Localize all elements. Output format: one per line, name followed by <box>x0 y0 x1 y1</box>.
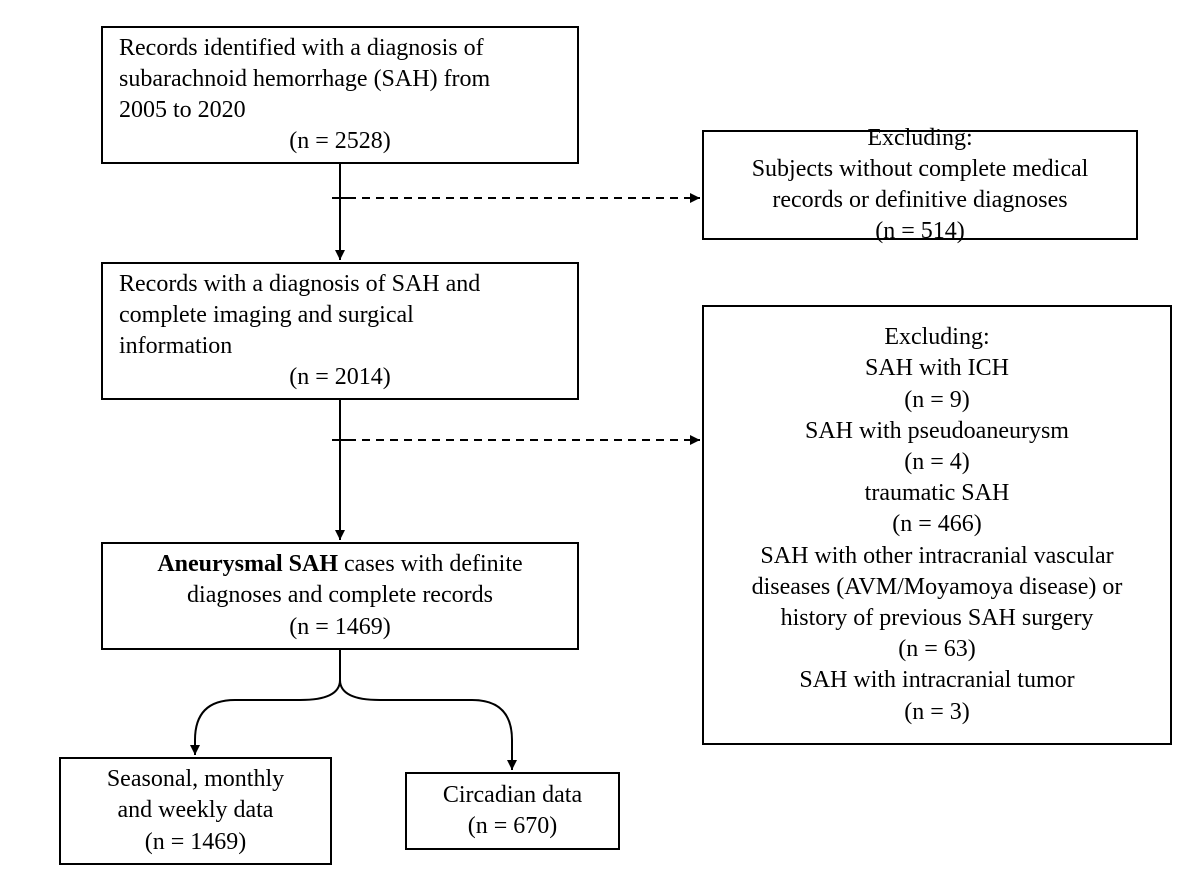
box-excluding-1: Excluding: Subjects without complete med… <box>702 130 1138 240</box>
line: Records with a diagnosis of SAH and <box>119 269 561 300</box>
line: (n = 670) <box>423 811 602 842</box>
line: SAH with ICH <box>714 353 1160 384</box>
line: (n = 3) <box>714 697 1160 728</box>
line: subarachnoid hemorrhage (SAH) from <box>119 64 561 95</box>
line: (n = 466) <box>714 509 1160 540</box>
box-records-identified: Records identified with a diagnosis of s… <box>101 26 579 164</box>
line: SAH with pseudoaneurysm <box>714 416 1160 447</box>
line: records or definitive diagnoses <box>716 185 1124 216</box>
line: history of previous SAH surgery <box>714 603 1160 634</box>
line: (n = 514) <box>716 216 1124 247</box>
line: (n = 1469) <box>77 827 314 858</box>
box-circadian-data: Circadian data (n = 670) <box>405 772 620 850</box>
line: Excluding: <box>716 123 1124 154</box>
box-records-sah-complete: Records with a diagnosis of SAH and comp… <box>101 262 579 400</box>
line: Records identified with a diagnosis of <box>119 33 561 64</box>
text: cases with definite <box>338 551 523 577</box>
line: (n = 2528) <box>119 126 561 157</box>
split-right <box>340 680 512 770</box>
line: information <box>119 331 561 362</box>
line: complete imaging and surgical <box>119 300 561 331</box>
box-aneurysmal-sah: Aneurysmal SAH cases with definite diagn… <box>101 542 579 650</box>
line: (n = 63) <box>714 634 1160 665</box>
line: (n = 4) <box>714 447 1160 478</box>
box-seasonal-data: Seasonal, monthly and weekly data (n = 1… <box>59 757 332 865</box>
line: traumatic SAH <box>714 478 1160 509</box>
line: diagnoses and complete records <box>119 580 561 611</box>
bold-term: Aneurysmal SAH <box>157 551 338 577</box>
line: Circadian data <box>423 780 602 811</box>
line: diseases (AVM/Moyamoya disease) or <box>714 572 1160 603</box>
line: 2005 to 2020 <box>119 95 561 126</box>
line: (n = 2014) <box>119 362 561 393</box>
line: Excluding: <box>714 322 1160 353</box>
line: Aneurysmal SAH cases with definite <box>119 549 561 580</box>
box-excluding-2: Excluding: SAH with ICH (n = 9) SAH with… <box>702 305 1172 745</box>
line: (n = 9) <box>714 385 1160 416</box>
line: Seasonal, monthly <box>77 764 314 795</box>
line: Subjects without complete medical <box>716 154 1124 185</box>
line: SAH with intracranial tumor <box>714 665 1160 696</box>
split-left <box>195 680 340 755</box>
line: SAH with other intracranial vascular <box>714 541 1160 572</box>
line: and weekly data <box>77 795 314 826</box>
line: (n = 1469) <box>119 612 561 643</box>
